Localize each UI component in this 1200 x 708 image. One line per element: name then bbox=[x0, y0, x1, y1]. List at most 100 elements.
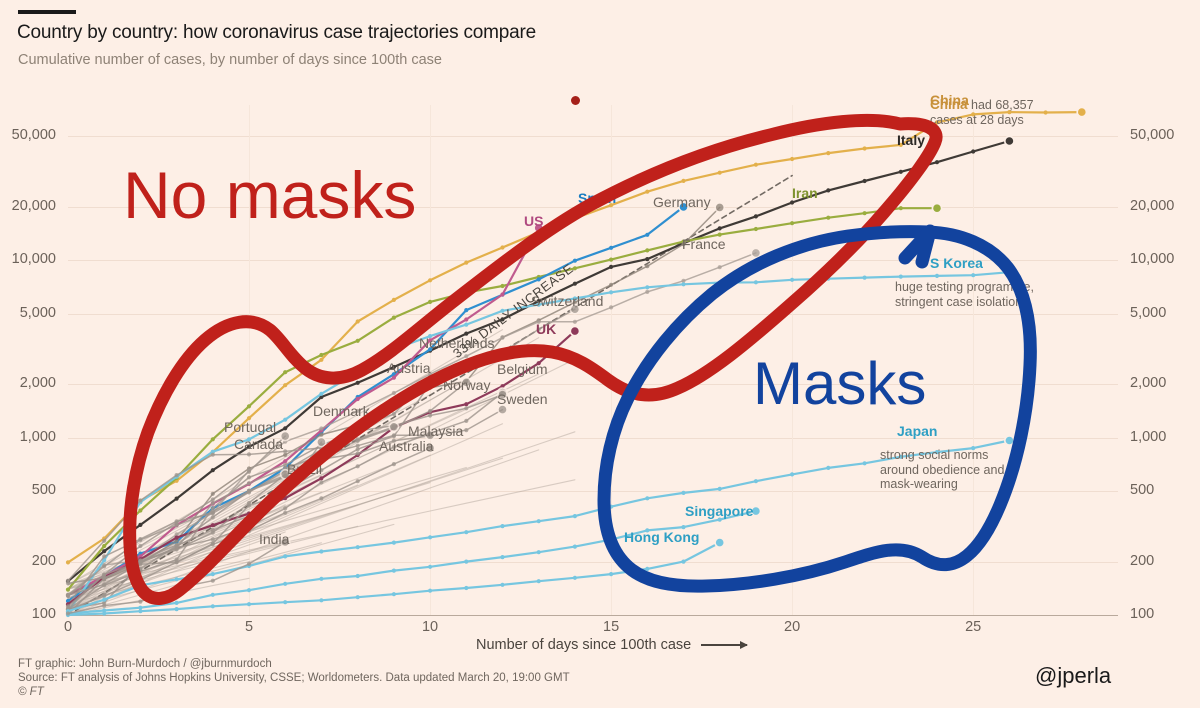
data-point bbox=[681, 178, 686, 183]
data-point bbox=[681, 559, 686, 564]
country-label-malaysia: Malaysia bbox=[408, 423, 464, 439]
data-point bbox=[138, 522, 143, 527]
data-point bbox=[65, 560, 71, 565]
data-point bbox=[934, 160, 940, 165]
data-point bbox=[645, 232, 650, 237]
data-point bbox=[246, 404, 252, 409]
y-tick-label: 2,000 bbox=[1130, 375, 1167, 392]
data-point bbox=[246, 602, 252, 607]
y-tick-label: 50,000 bbox=[1130, 127, 1175, 144]
country-label-canada: Canada bbox=[234, 436, 284, 452]
data-point bbox=[355, 437, 360, 442]
data-point bbox=[898, 169, 903, 174]
data-point bbox=[210, 437, 215, 442]
data-point bbox=[355, 479, 360, 484]
data-point bbox=[500, 292, 505, 297]
country-label-japan: Japan bbox=[897, 423, 938, 439]
data-point bbox=[138, 583, 143, 588]
data-point bbox=[138, 508, 143, 513]
data-point bbox=[826, 465, 831, 470]
x-tick-label: 5 bbox=[244, 619, 254, 635]
data-point bbox=[428, 278, 433, 283]
data-point bbox=[355, 380, 360, 385]
data-point bbox=[500, 524, 505, 529]
data-point bbox=[102, 549, 107, 554]
country-label-austria: Austria bbox=[387, 360, 431, 376]
country-label-brazil: Brazil bbox=[287, 461, 323, 477]
data-point bbox=[464, 428, 469, 433]
gridline bbox=[68, 615, 1118, 617]
data-point bbox=[536, 550, 541, 555]
data-point bbox=[174, 559, 179, 565]
data-point bbox=[572, 281, 577, 286]
data-point bbox=[388, 421, 400, 433]
data-point bbox=[714, 537, 726, 548]
data-point bbox=[319, 426, 324, 431]
data-point bbox=[65, 598, 71, 604]
data-point bbox=[319, 598, 324, 603]
data-point bbox=[391, 540, 396, 545]
data-point bbox=[717, 265, 722, 270]
data-point bbox=[645, 189, 650, 194]
footer-source: Source: FT analysis of Johns Hopkins Uni… bbox=[18, 672, 570, 684]
data-point bbox=[500, 283, 505, 289]
data-point bbox=[862, 211, 867, 216]
data-point bbox=[319, 549, 324, 554]
data-point bbox=[102, 597, 107, 602]
data-point bbox=[355, 443, 360, 448]
data-point bbox=[1004, 266, 1015, 278]
data-point bbox=[681, 490, 686, 495]
data-point bbox=[246, 452, 252, 457]
data-point bbox=[500, 350, 505, 355]
data-point bbox=[1004, 435, 1015, 446]
data-point bbox=[355, 428, 360, 434]
data-point bbox=[102, 538, 107, 543]
data-point bbox=[714, 202, 726, 213]
data-point bbox=[283, 383, 288, 388]
data-point bbox=[428, 588, 433, 593]
data-point bbox=[102, 593, 107, 599]
data-point bbox=[790, 221, 795, 226]
data-point bbox=[355, 319, 360, 324]
data-point bbox=[391, 411, 396, 417]
data-point bbox=[319, 496, 324, 501]
data-point bbox=[572, 258, 577, 263]
data-point bbox=[210, 604, 215, 609]
data-point bbox=[464, 290, 469, 295]
data-point bbox=[210, 578, 215, 583]
data-point bbox=[464, 530, 469, 535]
data-point bbox=[283, 554, 288, 559]
data-point bbox=[174, 535, 179, 540]
data-point bbox=[283, 426, 288, 431]
data-point bbox=[826, 215, 831, 220]
data-point bbox=[428, 408, 433, 414]
data-point bbox=[500, 245, 505, 250]
y-tick-label: 2,000 bbox=[19, 375, 56, 392]
data-point bbox=[464, 406, 469, 411]
data-point bbox=[355, 396, 360, 402]
data-point bbox=[464, 359, 469, 364]
data-point bbox=[717, 170, 722, 175]
data-point bbox=[246, 488, 252, 494]
data-point bbox=[391, 592, 396, 597]
data-point bbox=[753, 280, 759, 285]
data-point bbox=[283, 506, 288, 511]
data-point bbox=[210, 592, 215, 597]
data-point bbox=[102, 608, 107, 613]
data-point bbox=[826, 276, 831, 281]
country-label-singapore: Singapore bbox=[685, 503, 754, 519]
data-point bbox=[753, 214, 759, 219]
data-point bbox=[862, 461, 867, 466]
data-point bbox=[355, 573, 360, 579]
data-point bbox=[753, 226, 759, 232]
data-point bbox=[645, 248, 650, 253]
callout-japan: strong social norms around obedience and m… bbox=[880, 448, 1005, 491]
data-point bbox=[898, 206, 903, 211]
data-point bbox=[609, 504, 614, 509]
data-point bbox=[283, 510, 288, 515]
data-point bbox=[1007, 110, 1012, 115]
data-point bbox=[609, 290, 614, 295]
data-point bbox=[138, 559, 143, 564]
data-point bbox=[717, 280, 722, 285]
data-point bbox=[315, 436, 327, 448]
